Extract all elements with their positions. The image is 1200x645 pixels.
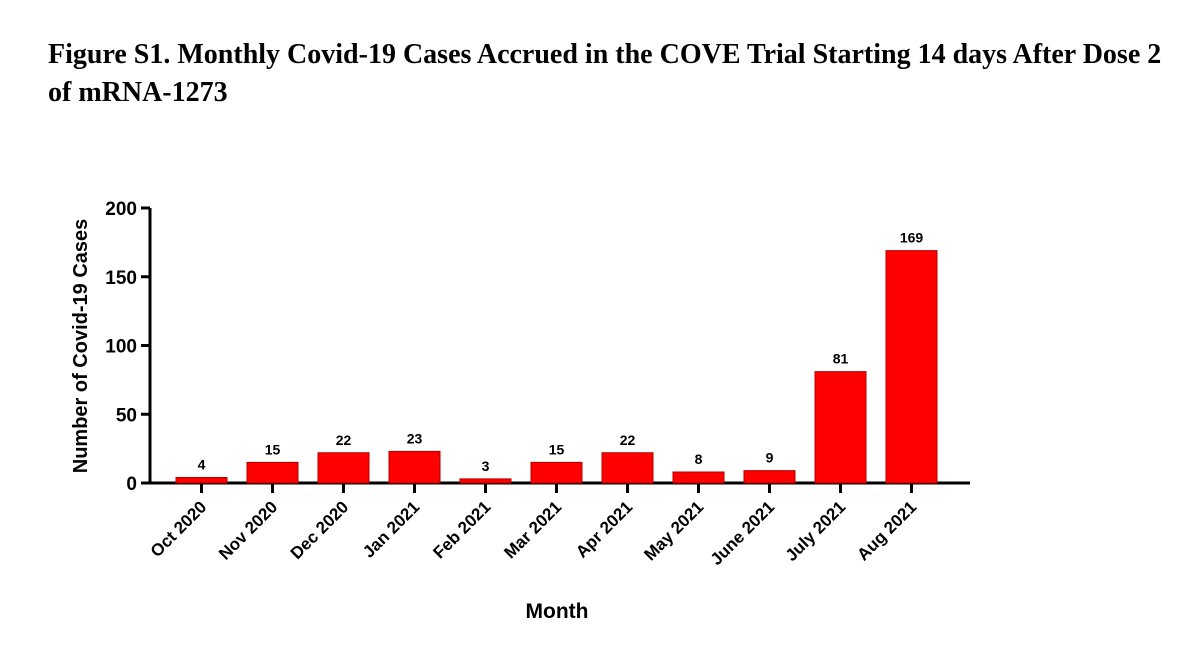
bar-value-label: 4 [198, 457, 206, 473]
bar-value-label: 22 [620, 432, 636, 448]
x-tick-label: Apr 2021 [572, 497, 636, 561]
x-tick-label: Dec 2020 [287, 497, 353, 563]
x-tick-label: July 2021 [782, 497, 850, 565]
bar [601, 452, 654, 484]
bar-value-label: 15 [265, 441, 281, 457]
bar [885, 250, 938, 484]
bar [388, 450, 441, 484]
bar-value-label: 9 [766, 450, 774, 466]
bar [530, 461, 583, 484]
x-axis-label: Month [526, 600, 589, 623]
bar-value-label: 15 [549, 441, 565, 457]
x-tick-label: Mar 2021 [500, 497, 565, 562]
y-tick-label: 50 [116, 405, 137, 426]
bar-value-label: 22 [336, 432, 352, 448]
bar-value-label: 23 [407, 430, 423, 446]
bar [317, 452, 370, 484]
y-tick-label: 100 [105, 337, 137, 358]
bar-value-label: 3 [482, 458, 490, 474]
x-tick-label: Oct 2020 [147, 497, 211, 561]
bars: 4 15 22 23 3 15 22 8 9 81 169 [175, 230, 938, 484]
x-tick-label: Nov 2020 [215, 497, 281, 563]
x-tick-label: Jan 2021 [359, 497, 423, 561]
y-tick-label: 150 [105, 268, 137, 289]
bar-value-label: 8 [695, 451, 703, 467]
bar [672, 471, 725, 484]
y-axis: 0 50 100 150 200 [105, 199, 152, 495]
x-tick-label: Feb 2021 [429, 497, 494, 562]
bar [814, 371, 867, 484]
bar [246, 461, 299, 484]
bar-value-label: 81 [833, 351, 849, 367]
y-tick-label: 0 [126, 474, 137, 495]
bar-value-label: 169 [900, 230, 924, 246]
bar [459, 478, 512, 484]
figure-title: Figure S1. Monthly Covid-19 Cases Accrue… [48, 39, 1162, 108]
x-tick-label: Aug 2021 [853, 497, 920, 564]
y-tick-label: 200 [105, 199, 137, 220]
y-axis-label: Number of Covid-19 Cases [70, 219, 92, 474]
bar [175, 477, 228, 484]
x-axis: Oct 2020 Nov 2020 Dec 2020 Jan 2021 Feb 2021… [147, 481, 970, 569]
bar [743, 470, 796, 484]
x-tick-label: May 2021 [640, 497, 707, 564]
x-tick-label: June 2021 [707, 497, 779, 569]
